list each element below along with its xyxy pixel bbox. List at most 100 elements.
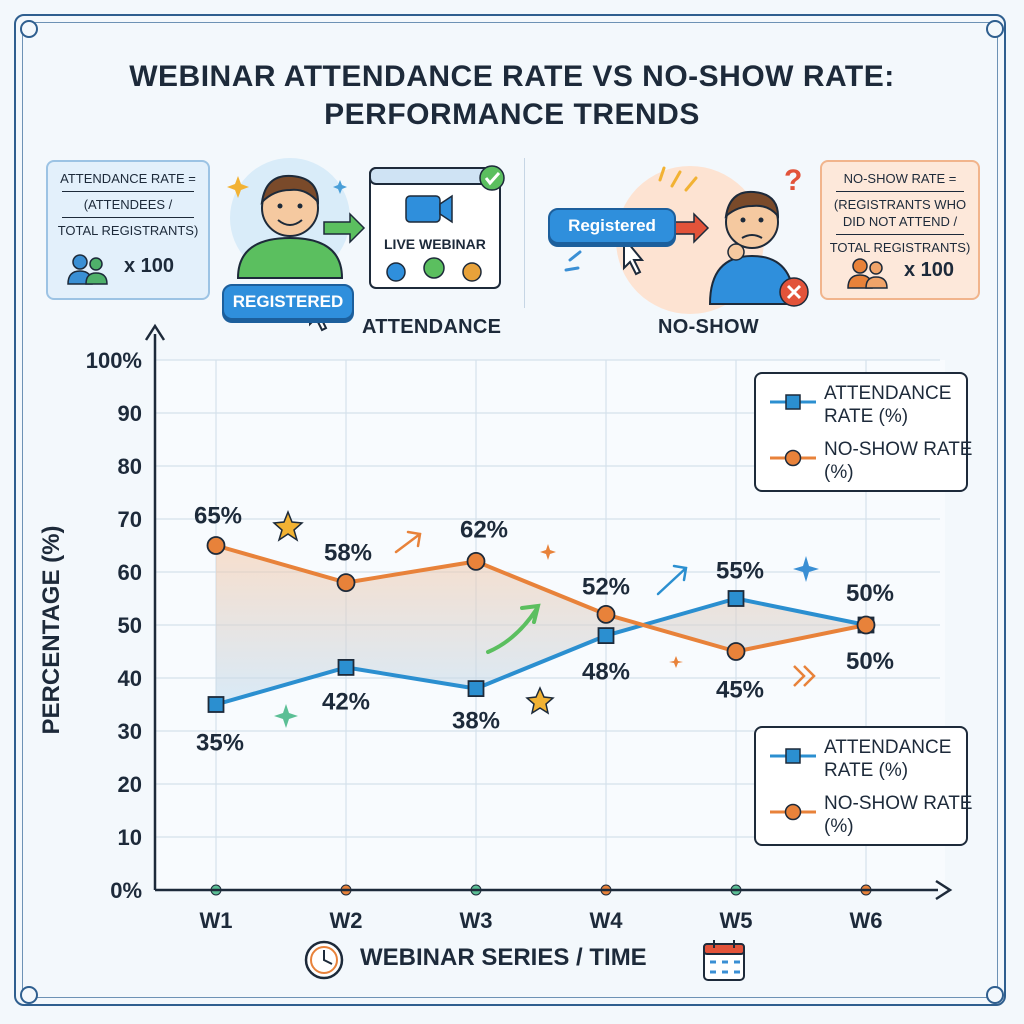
y-tick-label: 70	[118, 507, 142, 532]
title-line-1: WEBINAR ATTENDANCE RATE VS NO-SHOW RATE:	[129, 60, 895, 93]
x-tick-label: W5	[720, 908, 753, 933]
formula-line: ATTENDANCE RATE =	[60, 171, 196, 186]
gap-area	[216, 545, 866, 705]
registered-button-noshow[interactable]: Registered	[548, 208, 676, 244]
sparkle-icon	[793, 556, 819, 582]
burst-icon	[564, 250, 582, 272]
x-tick-label: W4	[590, 908, 624, 933]
noshow-illustration: ?	[564, 164, 809, 314]
section-divider	[524, 158, 525, 308]
noshow-point	[206, 536, 226, 555]
formula-line: NO-SHOW RATE =	[843, 171, 957, 186]
check-icon	[479, 165, 505, 191]
attendance-label: ATTENDANCE	[362, 316, 502, 338]
clock-icon	[304, 940, 344, 980]
circle-marker-icon	[770, 803, 816, 821]
calendar-icon	[703, 940, 745, 981]
noshow-point	[596, 605, 616, 624]
attendance-point	[467, 680, 485, 697]
corner-dot	[20, 986, 38, 1004]
y-axis-title: PERCENTAGE (%)	[38, 525, 65, 735]
y-tick-label: 60	[118, 560, 142, 585]
live-webinar-window-icon	[369, 167, 501, 289]
attendance-data-label: 50%	[846, 648, 894, 675]
y-tick-label: 10	[118, 825, 142, 850]
legend-label: ATTENDANCE RATE (%)	[824, 737, 952, 781]
sparkle-icon	[274, 704, 298, 728]
trend-arrow-icon	[656, 564, 688, 596]
noshow-formula-box: NO-SHOW RATE = (REGISTRANTS WHO DID NOT …	[820, 160, 980, 300]
attendance-data-label: 48%	[582, 659, 630, 686]
attendance-data-label: 38%	[452, 708, 500, 735]
question-mark-icon: ?	[784, 164, 802, 197]
sparkle-icon	[227, 176, 249, 198]
registered-button[interactable]: REGISTERED	[222, 284, 354, 320]
y-tick-label: 100%	[86, 348, 142, 373]
legend-item-noshow: NO-SHOW RATE (%)	[768, 792, 972, 838]
legend-item-attendance: ATTENDANCE RATE (%)	[768, 382, 968, 428]
check-mark	[484, 171, 501, 186]
legend-item-attendance: ATTENDANCE RATE (%)	[768, 736, 968, 782]
chart-legend: ATTENDANCE RATE (%) NO-SHOW RATE (%)	[754, 372, 972, 492]
arrow-right-icon	[673, 212, 710, 244]
x-axis-title: WEBINAR SERIES / TIME	[360, 944, 647, 971]
legend-label: ATTENDANCE RATE (%)	[824, 383, 952, 427]
x-tick-label: W3	[460, 908, 493, 933]
y-tick-label: 0%	[110, 878, 142, 903]
star-icon	[525, 686, 555, 715]
sparkle-icon	[669, 656, 683, 668]
formula-line: TOTAL REGISTRANTS)	[57, 223, 199, 238]
formula-line: TOTAL REGISTRANTS)	[829, 240, 971, 255]
attendance-point	[727, 590, 745, 607]
formula-divider	[62, 191, 194, 192]
arrow-right-icon	[323, 212, 366, 244]
trend-arrow-icon	[394, 530, 422, 554]
attendance-data-label: 42%	[322, 688, 370, 715]
attendance-data-label: 35%	[196, 730, 244, 757]
noshow-person-icon	[708, 190, 796, 305]
formula-multiplier: x 100	[904, 259, 955, 281]
x-mark	[786, 284, 802, 300]
noshow-line	[215, 543, 867, 654]
square-marker-icon	[770, 748, 816, 764]
page-title: WEBINAR ATTENDANCE RATE VS NO-SHOW RATE:…	[0, 58, 1024, 134]
live-webinar-label: LIVE WEBINAR	[384, 236, 486, 252]
noshow-label: NO-SHOW	[658, 316, 759, 338]
people-icon	[67, 254, 108, 285]
noshow-data-label: 45%	[716, 677, 764, 704]
y-tick-label: 30	[118, 719, 142, 744]
double-chevron-icon	[793, 665, 816, 687]
y-tick-label: 90	[118, 401, 142, 426]
people-icon	[847, 258, 888, 289]
y-tick-label: 50	[118, 613, 142, 638]
x-tick-label: W2	[330, 908, 363, 933]
noshow-point	[856, 615, 876, 635]
attendee-person-icon	[236, 174, 344, 279]
attendance-illustration	[227, 158, 505, 332]
chart-legend-secondary: ATTENDANCE RATE (%) NO-SHOW RATE (%)	[754, 726, 972, 846]
noshow-point	[466, 552, 486, 571]
pointer-hand-icon	[623, 235, 645, 276]
legend-item-noshow: NO-SHOW RATE (%)	[768, 438, 972, 484]
circle-marker-icon	[770, 449, 816, 467]
noshow-data-label: 50%	[846, 580, 894, 607]
trend-arrow-icon	[486, 603, 541, 654]
corner-dot	[20, 20, 38, 38]
x-axis-arrow-icon	[935, 879, 953, 901]
noshow-data-label: 65%	[194, 503, 242, 530]
attendance-data-label: 55%	[716, 558, 764, 585]
legend-label: NO-SHOW RATE (%)	[824, 793, 973, 837]
x-tick-label: W1	[200, 908, 233, 933]
attendance-formula-box: ATTENDANCE RATE = (ATTENDEES / TOTAL REG…	[46, 160, 210, 300]
legend-label: NO-SHOW RATE (%)	[824, 439, 973, 483]
y-tick-label: 20	[118, 772, 142, 797]
sparkle-icon	[333, 180, 347, 194]
formula-multiplier: x 100	[124, 255, 175, 277]
inner-frame	[22, 22, 998, 998]
formula-line: (REGISTRANTS WHO	[833, 197, 967, 212]
x-tick-label: W6	[850, 908, 883, 933]
corner-dot	[986, 20, 1004, 38]
noshow-data-label: 58%	[324, 540, 372, 567]
attendance-point	[597, 627, 615, 644]
